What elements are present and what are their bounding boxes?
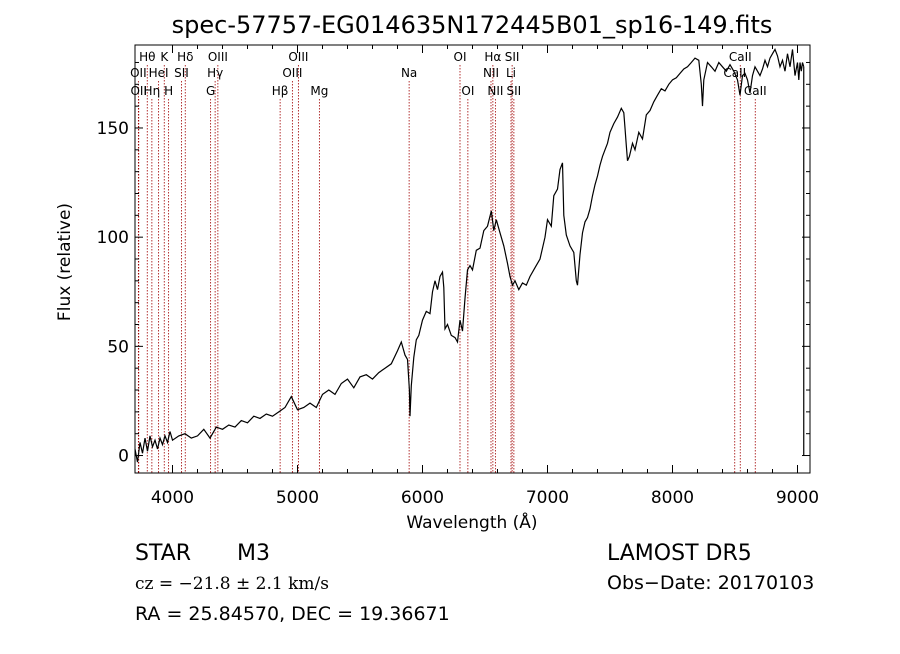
plot-frame [134,44,811,474]
y-tick-label: 100 [97,228,129,248]
spectral-line-label: Hθ [139,50,155,64]
spectral-line-label: OIII [282,66,302,80]
y-axis-label: Flux (relative) [55,203,75,321]
spectral-line-label: Hβ [272,84,289,98]
spectral-line-label: OII [130,66,147,80]
spectral-line-label: Hα [484,50,501,64]
spectral-line-label: Mg [310,84,328,98]
chart-title: spec-57757-EG014635N172445B01_sp16-149.f… [172,11,773,39]
spectral-line-label: CaII [729,50,752,64]
y-axis-ticks: 0 50 100 150 [97,61,810,467]
spectral-line-label: H [164,84,173,98]
spectrum-series-line [134,48,805,463]
spectral-line-label: NII [483,66,499,80]
spectral-line-labels: Hθ K Hδ OIII OIII OI Hα SII CaII OII HeI SII Hγ OIII N… [130,50,767,98]
spectral-line-label: K [160,50,169,64]
spectral-line-label: Hγ [207,66,223,80]
spectral-line-label: NII [487,84,503,98]
spectral-line-markers [137,65,756,473]
spectral-line-label: Na [401,66,417,80]
x-tick-label: 7000 [526,488,569,508]
x-tick-label: 5000 [276,488,319,508]
spectral-line-label: G [206,84,215,98]
spectral-line-label: OIII [288,50,308,64]
spectral-line-label: SII [505,50,520,64]
redshift-cz: cz = −21.8 ± 2.1 km/s [135,574,329,594]
x-tick-label: 8000 [651,488,694,508]
x-tick-label: 6000 [401,488,444,508]
spectral-line-label: Hδ [177,50,193,64]
object-class: STAR [135,541,191,566]
x-axis-label: Wavelength (Å) [406,511,537,533]
coordinates: RA = 25.84570, DEC = 19.36671 [135,603,450,625]
y-tick-label: 0 [118,447,129,467]
survey-name: LAMOST DR5 [607,541,752,566]
spectral-line-label: Li [506,66,516,80]
spectral-line-label: OIII [208,50,228,64]
y-tick-label: 150 [97,119,129,139]
x-axis-ticks: 4000 5000 6000 7000 8000 9000 [151,45,819,508]
spectral-line-label: CaII [744,84,767,98]
x-tick-label: 4000 [151,488,194,508]
observation-date: Obs−Date: 20170103 [607,572,814,594]
y-tick-label: 50 [107,337,129,357]
spectral-line-label: OI [454,50,467,64]
spectral-line-label: SII [174,66,189,80]
x-tick-label: 9000 [776,488,819,508]
spectral-line-label: HeI [149,66,169,80]
spectral-line-label: OI [461,84,474,98]
object-subclass: M3 [237,541,270,566]
spectral-line-label: Hη [144,84,161,98]
spectral-line-label: SII [507,84,522,98]
